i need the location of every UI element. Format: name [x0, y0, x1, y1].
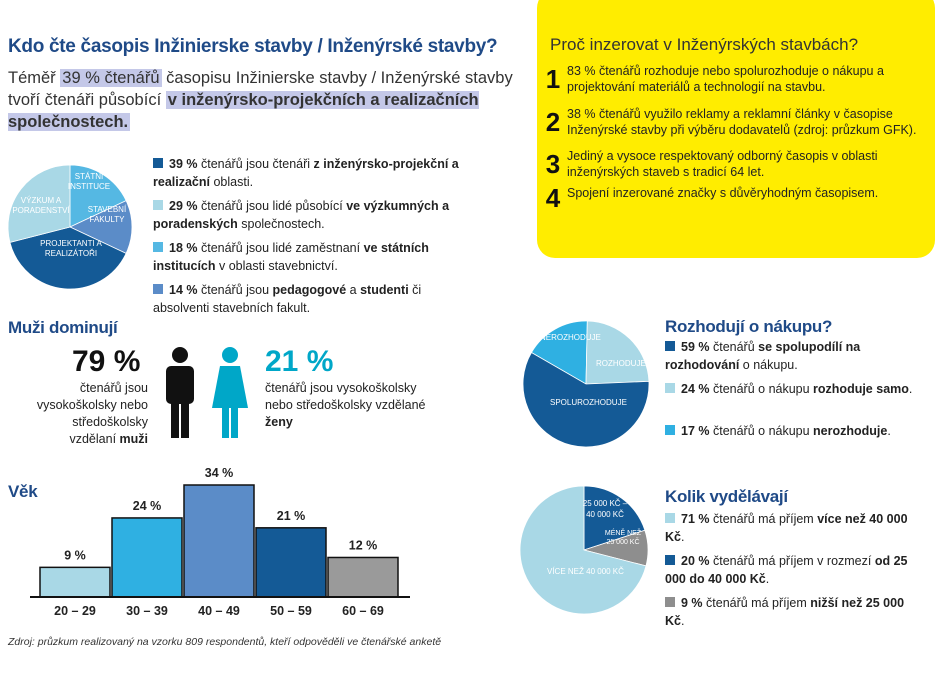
- pie-slice-spolurozhoduje: [522, 351, 650, 448]
- why-text: 38 % čtenářů využilo reklamy a reklamní …: [567, 107, 917, 137]
- pie-slice-statni: [69, 164, 127, 228]
- age-bar: [327, 556, 399, 598]
- age-bar-chart: 9 % 20 – 29 24 % 30 – 39 34 % 40 – 49 21 % 50 –…: [30, 466, 410, 618]
- legend-swatch: [665, 555, 675, 565]
- age-bar: [111, 517, 183, 598]
- source-note: Zdroj: průzkum realizovaný na vzorku 809…: [8, 636, 442, 648]
- pie-label-rozhoduje: ROZHODUJE: [596, 359, 646, 368]
- why-advertise-box: [537, 0, 935, 258]
- readers-pie-labels: STÁTNÍ INSTITUCE VÝZKUM A PORADENSTVÍ ST…: [5, 162, 135, 292]
- gender-heading: Muži dominují: [8, 318, 118, 337]
- legend-item-statni: 18 % čtenářů jsou lidé zaměstnaní ve stá…: [153, 241, 429, 273]
- legend-item-vice: 71 % čtenářů má příjem více než 40 000 K…: [665, 512, 908, 544]
- pie-label-projektanti: PROJEKTANTI A REALIZÁTOŘI: [40, 239, 102, 258]
- purchase-pie-labels: NEROZHODUJE ROZHODUJE SPOLUROZHODUJE: [520, 318, 652, 450]
- pie-label-vice: VÍCE NEŽ 40 000 KČ: [547, 567, 624, 576]
- pie-slice-projektanti: [9, 226, 127, 290]
- legend-swatch: [153, 242, 163, 252]
- income-pie-labels: VÍCE NEŽ 40 000 KČ 25 000 KČ – 40 000 KČ…: [517, 483, 651, 617]
- page-title: Kdo čte časopis Inžinierske stavby / Inž…: [8, 36, 498, 57]
- why-number: 1: [545, 64, 561, 94]
- legend-swatch: [153, 284, 163, 294]
- why-text: Spojení inzerované značky s důvěryhodným…: [567, 186, 879, 200]
- age-category-label: 30 – 39: [126, 604, 168, 618]
- pie-label-mene: MÉNĚ NEŽ 25 000 KČ: [604, 530, 642, 546]
- legend-swatch: [665, 341, 675, 351]
- pie-label-statni: STÁTNÍ INSTITUCE: [67, 172, 111, 191]
- legend-item-nerozhoduje: 17 % čtenářů o nákupu nerozhoduje.: [665, 422, 891, 440]
- legend-item-mene: 9 % čtenářů má příjem nižší než 25 000 K…: [665, 596, 905, 628]
- pie-label-fakulty: STAVEBNÍ FAKULTY: [87, 205, 127, 224]
- pie-label-vyzkum: VÝZKUM A PORADENSTVÍ: [12, 196, 70, 215]
- male-pct: 79 %: [72, 345, 141, 378]
- legend-swatch: [153, 200, 163, 210]
- pie-label-rozmezi: 25 000 KČ – 40 000 KČ: [582, 499, 628, 519]
- legend-swatch: [665, 513, 675, 523]
- male-figure-icon: [166, 347, 194, 438]
- lead-text: Téměř 39 % čtenářů časopisu Inžinierske …: [8, 69, 513, 131]
- pie-slice-nerozhoduje: [530, 320, 588, 385]
- legend-item-vyzkum: 29 % čtenářů jsou lidé působící ve výzku…: [153, 199, 450, 231]
- legend-swatch: [665, 425, 675, 435]
- why-advertise-title: Proč inzerovat v Inženýrských stavbách?: [550, 35, 859, 54]
- purchase-heading: Rozhodují o nákupu?: [665, 317, 833, 336]
- income-heading: Kolik vydělávají: [665, 487, 788, 506]
- age-bar-value: 12 %: [349, 538, 378, 552]
- age-bar: [183, 484, 255, 598]
- legend-item-rozmezi: 20 % čtenářů má příjem v rozmezí od 25 0…: [665, 554, 908, 586]
- legend-item-projekcni: 39 % čtenářů jsou čtenáři z inženýrsko-p…: [153, 157, 459, 189]
- why-number: 3: [545, 149, 561, 179]
- legend-swatch: [153, 158, 163, 168]
- age-bar-value: 34 %: [205, 466, 234, 480]
- age-category-label: 20 – 29: [54, 604, 96, 618]
- female-text: čtenářů jsou vysokoškolsky nebo středošk…: [265, 381, 426, 429]
- legend-item-fakulty: 14 % čtenářů jsou pedagogové a studenti …: [153, 283, 422, 315]
- why-number: 2: [545, 107, 561, 137]
- pie-slice-vyzkum: [7, 164, 71, 243]
- age-bar-value: 9 %: [64, 548, 86, 562]
- pie-label-nerozhoduje: NEROZHODUJE: [540, 333, 601, 342]
- income-pie-chart: [519, 485, 649, 615]
- male-text: čtenářů jsou vysokoškolsky nebo středošk…: [36, 381, 148, 446]
- age-category-label: 60 – 69: [342, 604, 384, 618]
- readers-pie-chart: [7, 164, 133, 290]
- pie-label-spolurozhoduje: SPOLUROZHODUJE: [550, 398, 627, 407]
- age-bar: [39, 566, 111, 598]
- legend-swatch: [665, 597, 675, 607]
- legend-swatch: [665, 383, 675, 393]
- female-pct: 21 %: [265, 345, 334, 378]
- pie-slice-rozhoduje: [585, 320, 650, 385]
- why-text: 83 % čtenářů rozhoduje nebo spolurozhodu…: [567, 64, 884, 94]
- why-text: Jediný a vysoce respektovaný odborný čas…: [567, 149, 878, 179]
- pie-slice-vice: [519, 485, 647, 615]
- age-category-label: 40 – 49: [198, 604, 240, 618]
- legend-item-spolurozhoduje: 59 % čtenářů se spolupodílí na rozhodová…: [665, 340, 861, 372]
- age-heading: Věk: [8, 482, 38, 501]
- age-bar-value: 24 %: [133, 499, 162, 513]
- pie-slice-rozmezi: [583, 485, 646, 551]
- pie-slice-fakulty: [69, 200, 133, 254]
- age-bar: [255, 527, 327, 598]
- female-figure-icon: [212, 347, 248, 438]
- why-number: 4: [545, 183, 561, 213]
- age-bar-value: 21 %: [277, 509, 306, 523]
- purchase-pie-chart: [522, 320, 650, 448]
- legend-item-rozhoduje: 24 % čtenářů o nákupu rozhoduje samo.: [665, 380, 912, 398]
- age-category-label: 50 – 59: [270, 604, 312, 618]
